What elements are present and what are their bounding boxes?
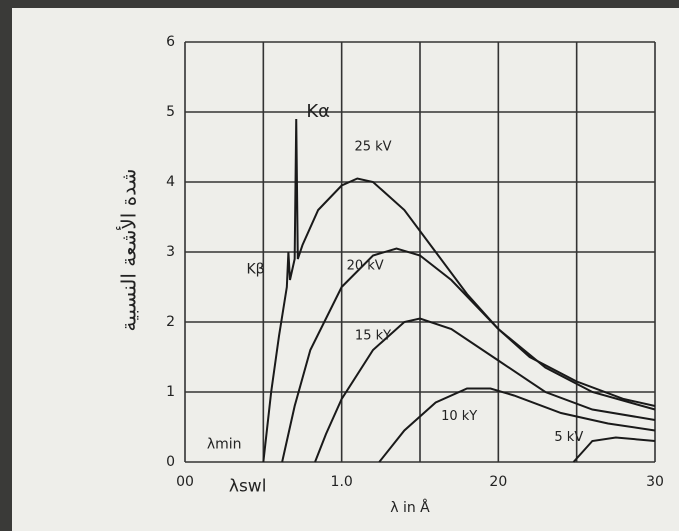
annotation: λmin [207,437,242,453]
series-label: 15 kY [355,329,391,344]
annotation: λswl [229,477,267,497]
x-tick-label: 00 [176,474,194,490]
series-label: 10 kY [441,409,477,424]
y-tick-label: 1 [166,384,175,400]
series-label: 25 kV [354,140,391,155]
y-tick-label: 5 [166,104,175,120]
series-label: 20 kV [347,259,384,274]
annotation: Kα [306,101,330,122]
annotation: Kβ [246,262,264,278]
x-tick-label: 20 [489,474,507,490]
y-tick-label: 6 [166,34,175,50]
y-tick-label: 3 [166,244,175,260]
series-line [572,436,656,463]
y-tick-label: 4 [166,174,175,190]
x-tick-label: 1.0 [331,474,353,490]
x-tick-label: 30 [646,474,664,490]
paper [12,8,679,531]
series-label: 5 kV [554,430,583,445]
series-line [378,387,656,463]
series-line [314,317,656,463]
y-tick-label: 0 [166,454,175,470]
y-tick-label: 2 [166,314,175,330]
series-line [281,247,656,463]
x-axis-label: λ in Å [390,499,430,516]
y-axis-label: شدة الأشعة النسبية [117,169,141,332]
